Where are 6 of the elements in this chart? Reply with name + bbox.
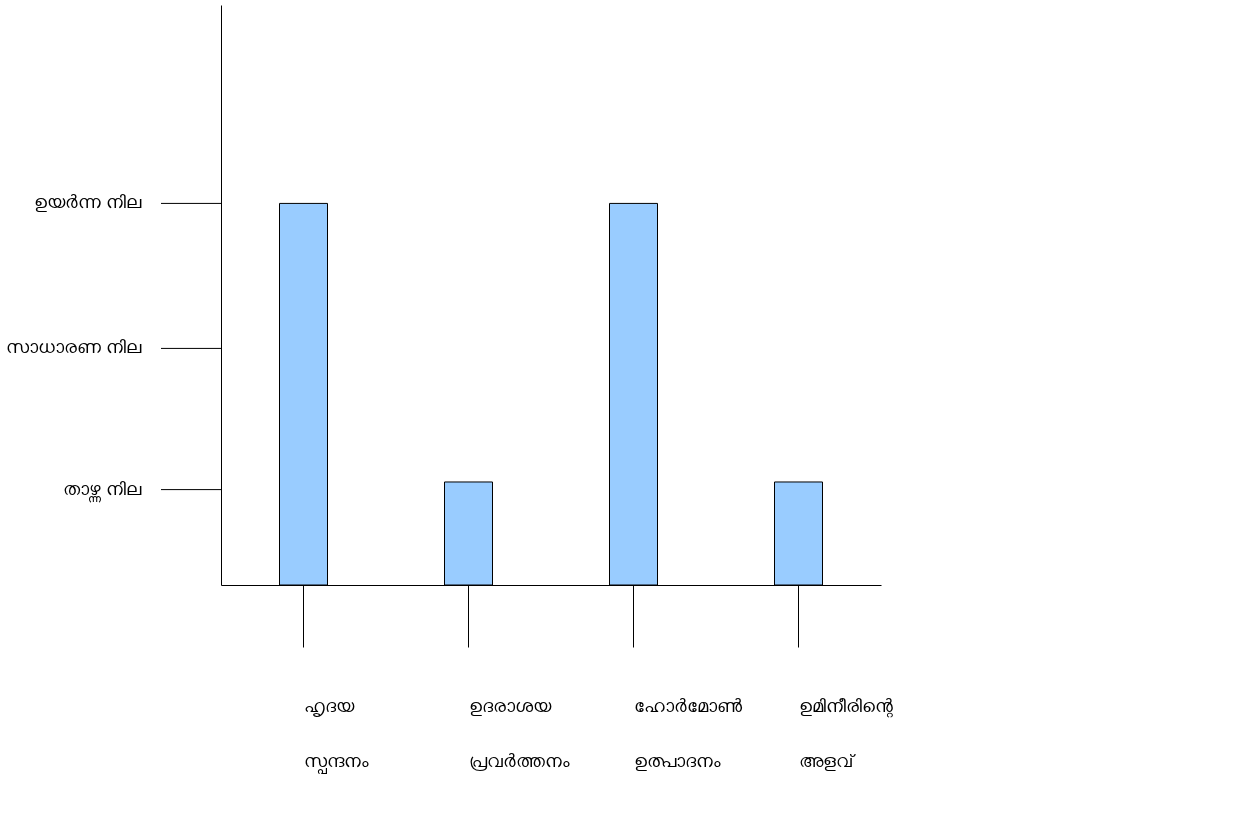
ref-line-label: താഴ്ന്ന നില [62,478,142,503]
category-label: ഉമിനീരിന്റെ അളവ് [798,695,893,771]
ref-line-label: സാധാരണ നില [5,337,142,358]
ref-line-label: ഉയര്‍ന്ന നില [33,192,142,213]
category-label: ഹോര്‍മോണ്‍ ഉത്പാദനം [633,695,742,771]
category-label: ഉദരാശയ പ്രവര്‍ത്തനം [468,695,570,771]
